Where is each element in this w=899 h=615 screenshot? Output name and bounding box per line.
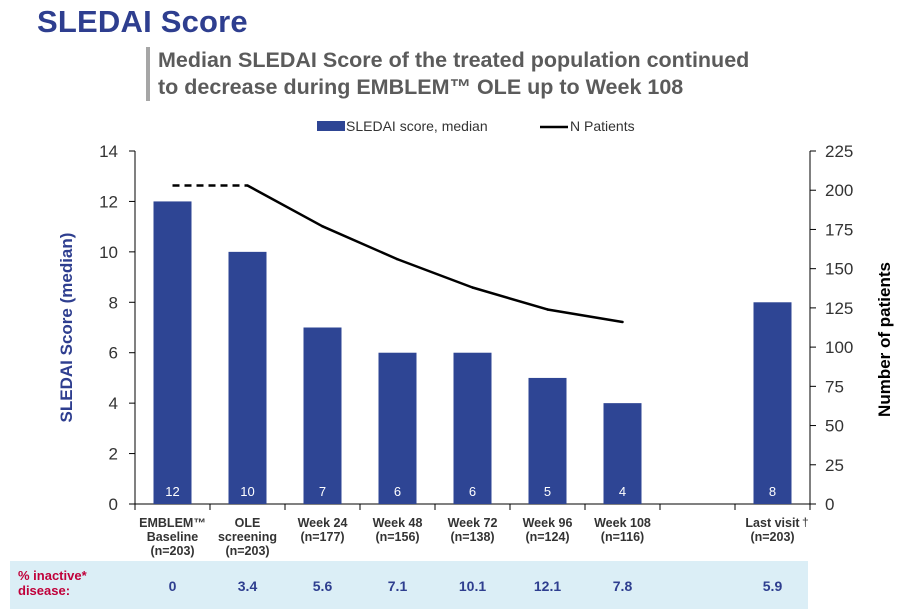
subtitle-line-2: to decrease during EMBLEM™ OLE up to Wee… — [158, 75, 684, 99]
y-tick-label: 0 — [109, 495, 118, 514]
page-title: SLEDAI Score — [37, 4, 248, 39]
y2-tick-label: 150 — [825, 260, 853, 279]
bar-value-label: 6 — [469, 484, 476, 499]
x-category-label: (n=203) — [150, 544, 194, 558]
x-category-label: (n=116) — [601, 530, 644, 544]
bar-value-label: 10 — [240, 484, 254, 499]
x-category-label: Baseline — [147, 530, 198, 544]
bar — [753, 302, 792, 504]
x-category-label: Week 108 — [594, 516, 651, 530]
y2-tick-label: 175 — [825, 220, 853, 239]
bar-value-label: 4 — [619, 484, 626, 499]
y2-tick-label: 125 — [825, 299, 853, 318]
x-category-label: (n=138) — [450, 530, 494, 544]
line-segment — [246, 184, 324, 228]
y2-tick-label: 25 — [825, 456, 844, 475]
y-tick-label: 4 — [109, 394, 118, 413]
bar — [453, 352, 492, 504]
legend-bar-label: SLEDAI score, median — [346, 118, 488, 134]
bar — [378, 352, 417, 504]
y-tick-label: 14 — [99, 142, 118, 161]
bar — [228, 251, 267, 504]
x-category-label: OLE — [235, 516, 261, 530]
y2-tick-label: 75 — [825, 377, 844, 396]
bar — [153, 201, 192, 504]
bar — [303, 327, 342, 504]
bar-value-label: 6 — [394, 484, 401, 499]
subtitle: Median SLEDAI Score of the treated popul… — [146, 47, 858, 101]
y-tick-label: 10 — [99, 243, 118, 262]
y-axis-title: SLEDAI Score (median) — [57, 233, 76, 423]
x-category-label: (n=203) — [750, 530, 794, 544]
x-category-label: Week 96 — [523, 516, 573, 530]
inactive-disease-band: % inactive* disease: 0 3.4 5.6 7.1 10.1 12.1 7… — [10, 561, 808, 609]
y2-tick-label: 225 — [825, 142, 853, 161]
x-category-label: EMBLEM™ — [139, 516, 206, 530]
x-category-label: Week 24 — [298, 516, 348, 530]
y2-tick-label: 50 — [825, 417, 844, 436]
y-tick-label: 8 — [109, 293, 118, 312]
inactive-disease-value: 12.1 — [533, 578, 562, 594]
subtitle-line-1: Median SLEDAI Score of the treated popul… — [158, 48, 750, 72]
line-segment — [546, 308, 624, 324]
inactive-disease-value: 5.6 — [312, 578, 333, 594]
bar-value-label: 5 — [544, 484, 551, 499]
bar-value-label: 8 — [769, 484, 776, 499]
x-category-label: (n=177) — [300, 530, 344, 544]
dagger-mark: † — [802, 515, 809, 529]
bar — [603, 403, 642, 504]
y2-tick-label: 100 — [825, 338, 853, 357]
inactive-disease-value: 10.1 — [458, 578, 487, 594]
x-category-label: screening — [218, 530, 277, 544]
inactive-disease-value: 7.1 — [387, 578, 408, 594]
line-segment — [396, 258, 474, 289]
inactive-disease-value: 7.8 — [612, 578, 633, 594]
y-tick-label: 6 — [109, 344, 118, 363]
y-tick-label: 2 — [109, 445, 118, 464]
bar-value-label: 12 — [165, 484, 179, 499]
inactive-disease-value: 5.9 — [762, 578, 783, 594]
inactive-disease-value: 3.4 — [237, 578, 258, 594]
x-category-label: Week 48 — [373, 516, 423, 530]
x-category-label: (n=124) — [525, 530, 569, 544]
x-category-label: (n=203) — [225, 544, 269, 558]
line-segment — [471, 286, 549, 311]
bar — [528, 377, 567, 504]
bar-value-label: 7 — [319, 484, 326, 499]
y-tick-label: 12 — [99, 192, 118, 211]
y2-tick-label: 200 — [825, 181, 853, 200]
line-segment — [321, 225, 399, 261]
inactive-disease-label: % inactive* disease: — [18, 568, 87, 598]
x-category-label: Week 72 — [448, 516, 498, 530]
inactive-disease-value: 0 — [168, 578, 177, 594]
legend-line-label: N Patients — [570, 118, 635, 134]
y2-axis-title: Number of patients — [875, 262, 894, 417]
y2-tick-label: 0 — [825, 495, 834, 514]
x-category-label: (n=156) — [375, 530, 419, 544]
x-category-label: Last visit — [745, 516, 800, 530]
sledai-chart: SLEDAI score, median N Patients 0 2 4 6 8 10 12 1… — [57, 118, 894, 558]
legend-bar-swatch — [317, 121, 345, 131]
